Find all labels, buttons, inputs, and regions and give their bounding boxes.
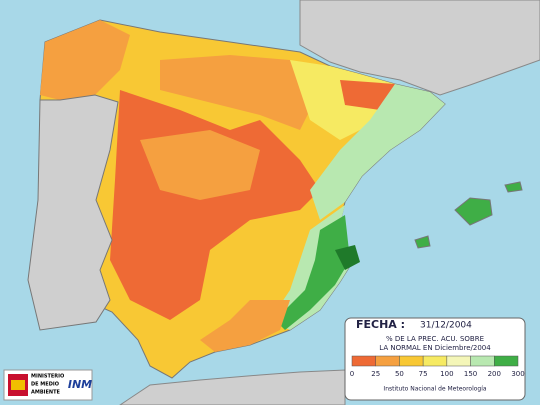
legend-title: LA NORMAL EN Diciembre/2004 — [379, 344, 491, 352]
legend-tick: 100 — [440, 370, 453, 378]
date-label: FECHA : — [356, 318, 405, 331]
zone — [290, 60, 395, 140]
island — [504, 181, 523, 193]
africa — [118, 369, 346, 406]
zone — [140, 130, 260, 200]
legend-tick: 25 — [371, 370, 380, 378]
portugal — [27, 94, 119, 331]
legend-swatch — [470, 355, 495, 367]
legend-tick: 150 — [464, 370, 477, 378]
legend-tick: 50 — [395, 370, 404, 378]
legend-tick: 75 — [419, 370, 428, 378]
legend-title: % DE LA PREC. ACU. SOBRE — [386, 335, 484, 343]
legend-tick: 0 — [350, 370, 354, 378]
institute: Instituto Nacional de Meteorología — [383, 386, 486, 393]
legend-swatch — [494, 355, 519, 367]
island — [414, 235, 431, 249]
legend-tick: 300 — [511, 370, 524, 378]
legend-tick: 200 — [488, 370, 501, 378]
france — [299, 0, 540, 96]
zone — [310, 84, 445, 220]
ministry-emblem — [11, 380, 25, 390]
legend-swatch — [446, 355, 471, 367]
agency-logo: INM — [68, 378, 92, 391]
legend-swatch — [375, 355, 400, 367]
date: 31/12/2004 — [420, 321, 472, 331]
ministry-text: DE MEDIO — [31, 382, 59, 388]
zone — [340, 80, 395, 110]
zone — [160, 55, 320, 130]
zone — [275, 215, 350, 330]
ministry-text: AMBIENTE — [31, 390, 61, 396]
zone — [40, 20, 130, 100]
legend-swatch — [399, 355, 424, 367]
zone — [200, 300, 290, 352]
legend-swatch — [351, 355, 376, 367]
island — [454, 197, 493, 226]
zone — [335, 245, 360, 270]
ministry-text: MINISTERIO — [31, 374, 64, 380]
legend-swatch — [422, 355, 448, 367]
